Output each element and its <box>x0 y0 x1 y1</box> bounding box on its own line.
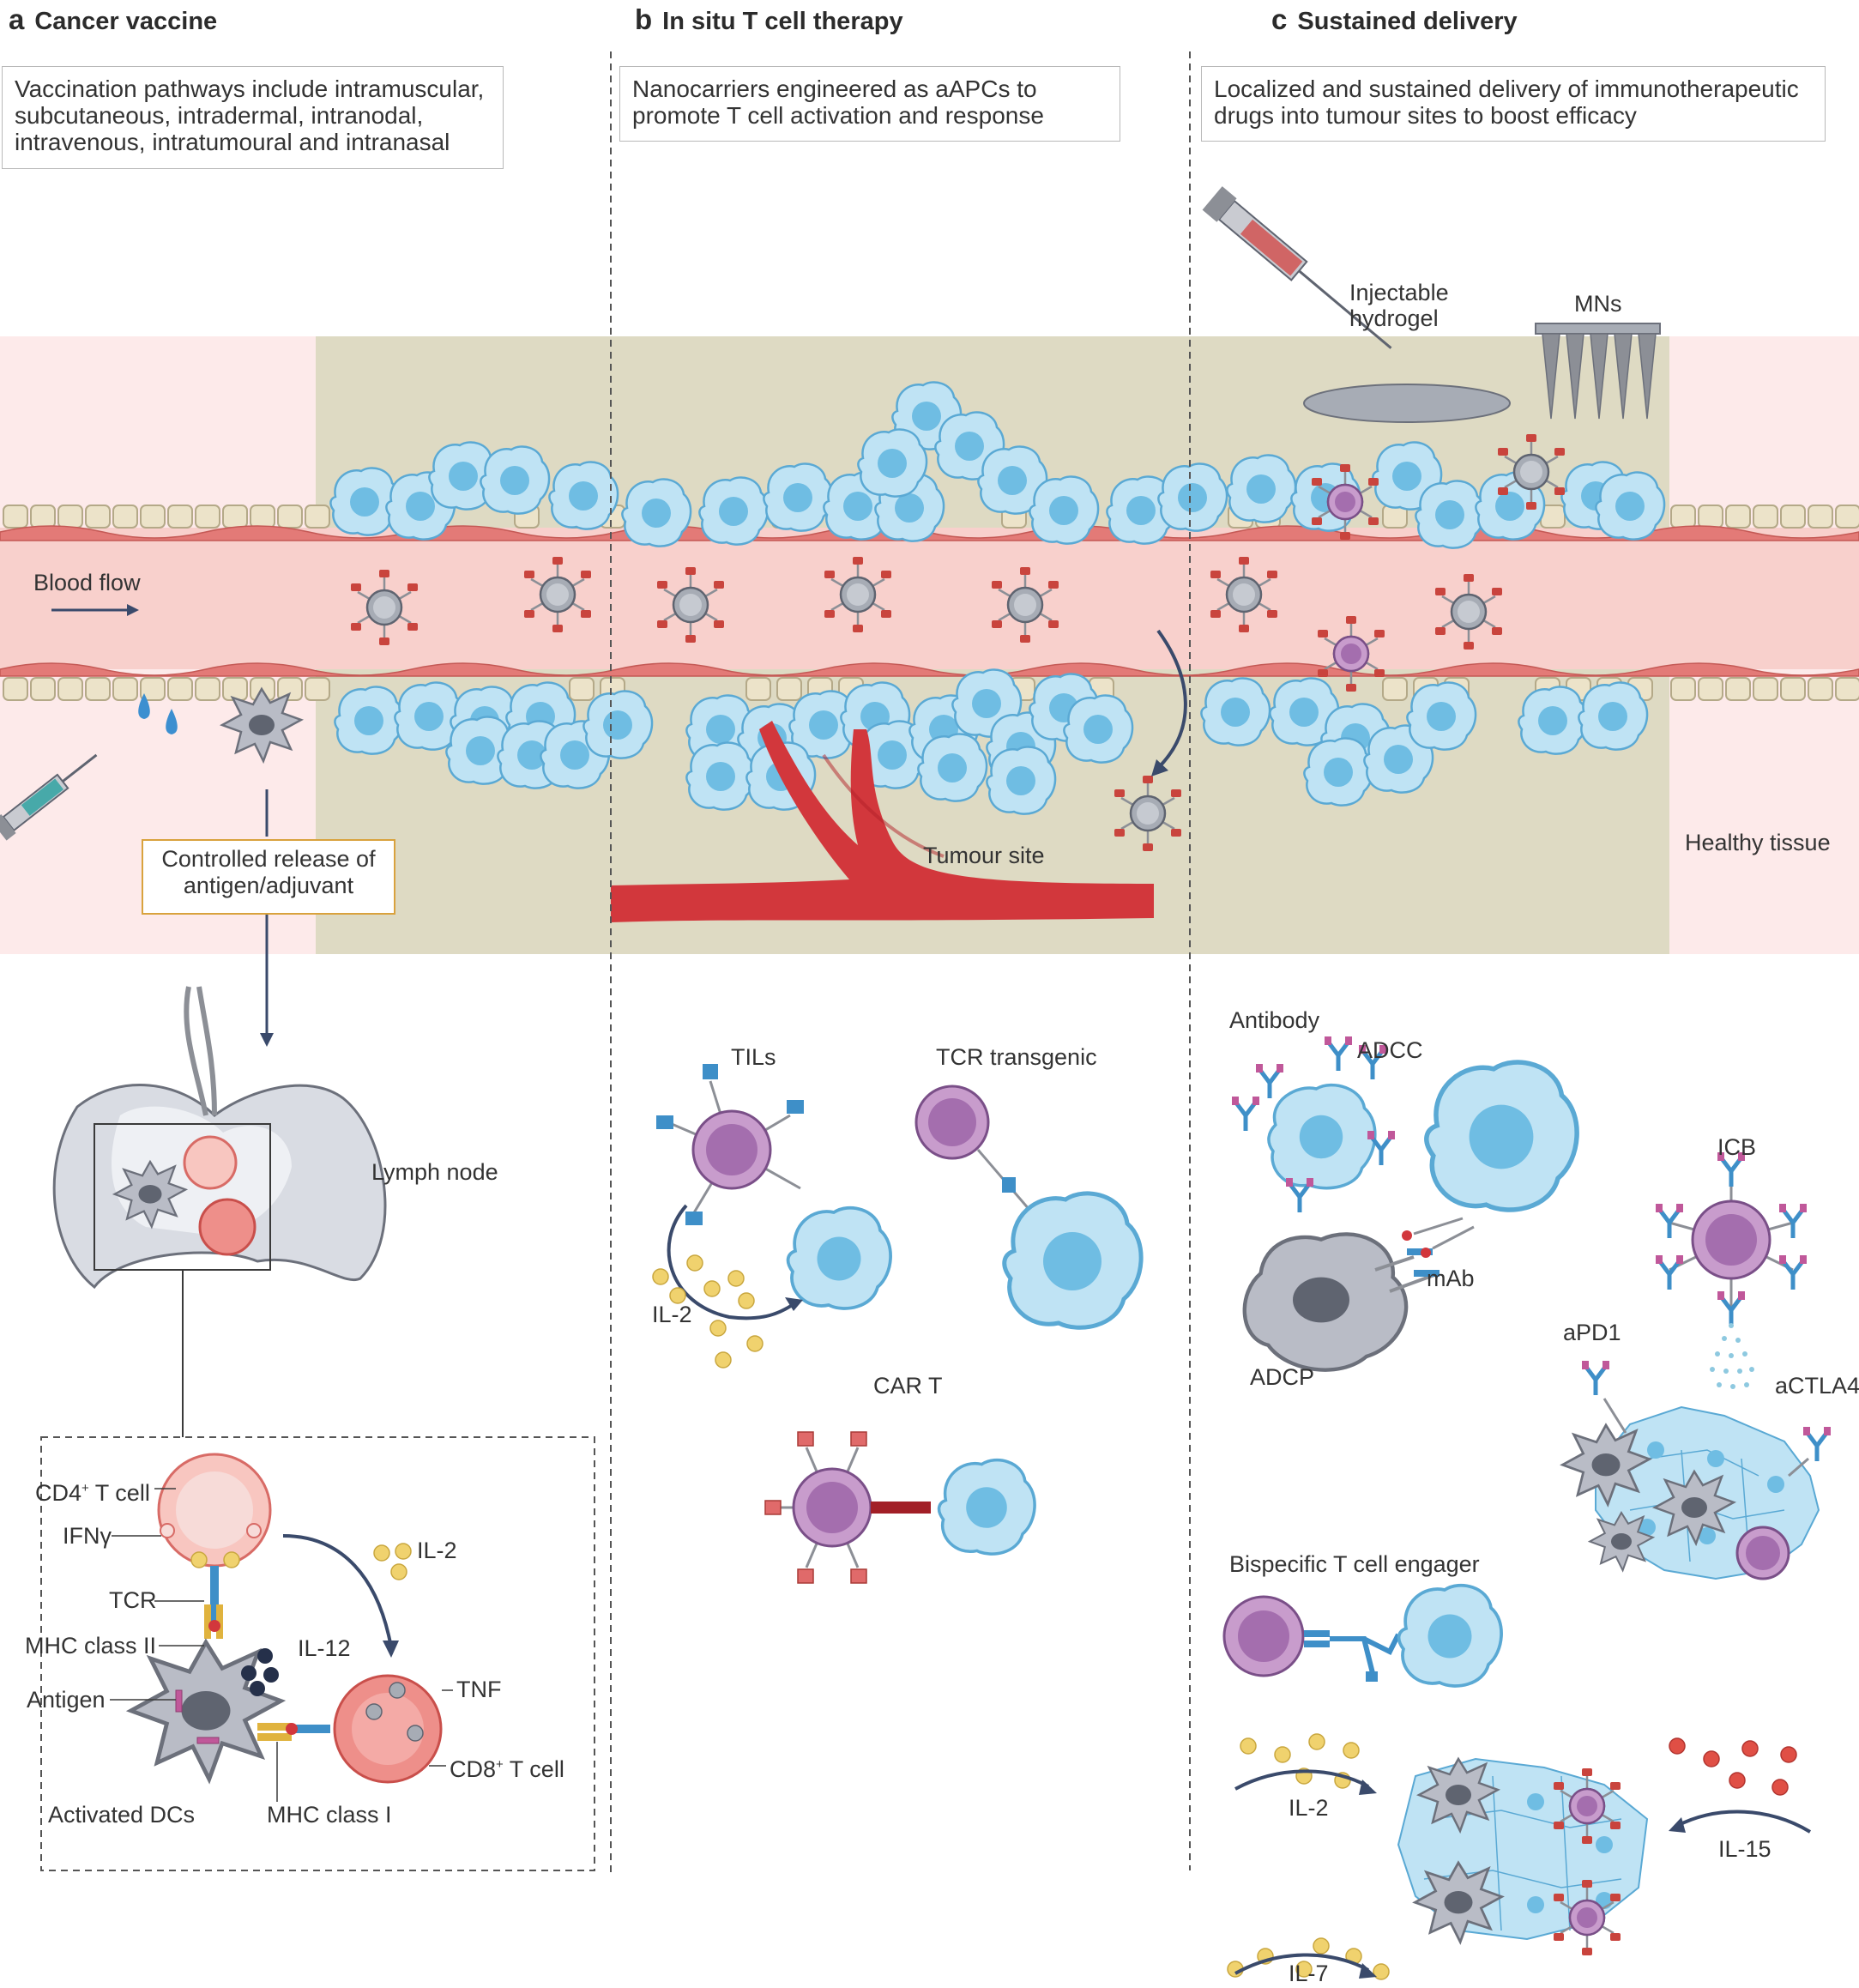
il12-label: IL-12 <box>298 1635 351 1661</box>
cd4-t-cell-label: CD4+ T cell <box>35 1476 150 1506</box>
apd1-label: aPD1 <box>1563 1320 1621 1345</box>
cd8-t-cell-label: CD8+ T cell <box>450 1752 564 1782</box>
mhc-class-i-label: MHC class I <box>267 1802 392 1828</box>
tils-label: TILs <box>731 1044 776 1070</box>
cd4-prefix: CD4 <box>35 1480 81 1506</box>
healthy-tissue-label: Healthy tissue <box>1685 830 1831 855</box>
lymph-node-label: Lymph node <box>371 1159 498 1185</box>
antigen-label: Antigen <box>27 1687 106 1713</box>
actla4-label: aCTLA4 <box>1775 1373 1859 1399</box>
il7-label: IL-7 <box>1289 1961 1329 1986</box>
car-t-label: CAR T <box>873 1373 943 1399</box>
activated-dcs-label: Activated DCs <box>48 1802 195 1828</box>
cd8-sup: + <box>496 1757 504 1772</box>
cd4-sup: + <box>81 1481 89 1496</box>
tnf-label: TNF <box>456 1677 501 1702</box>
panel-a-heading: a Cancer vaccine <box>9 3 217 36</box>
icb-label: ICB <box>1717 1134 1756 1160</box>
il2-label-b: IL-2 <box>652 1302 692 1327</box>
panel-b-description: Nanocarriers engineered as aAPCs to prom… <box>619 66 1120 142</box>
panel-c-letter: c <box>1271 3 1287 35</box>
injectable-hydrogel-label: Injectable hydrogel <box>1349 280 1478 331</box>
panel-a-title: Cancer vaccine <box>34 8 217 35</box>
panel-c-heading: c Sustained delivery <box>1271 3 1518 36</box>
panel-b-heading: b In situ T cell therapy <box>635 3 903 36</box>
cd8-suffix: T cell <box>504 1756 564 1782</box>
il15-label: IL-15 <box>1718 1836 1771 1862</box>
tcr-transgenic-label: TCR transgenic <box>936 1044 1097 1070</box>
panel-a-description: Vaccination pathways include intramuscul… <box>2 66 504 169</box>
il2-label-c: IL-2 <box>1289 1795 1329 1821</box>
panel-b-title: In situ T cell therapy <box>662 8 902 35</box>
tcr-label: TCR <box>109 1587 157 1613</box>
panel-b-letter: b <box>635 3 652 35</box>
mhc-class-ii-label: MHC class II <box>25 1633 156 1659</box>
controlled-release-box: Controlled release of antigen/adjuvant <box>142 839 395 915</box>
blood-flow-label: Blood flow <box>33 570 141 595</box>
bispecific-label: Bispecific T cell engager <box>1229 1551 1480 1577</box>
cd8-prefix: CD8 <box>450 1756 496 1782</box>
mns-label: MNs <box>1574 291 1622 317</box>
panel-a-letter: a <box>9 3 24 35</box>
ifng-label: IFNγ <box>63 1523 112 1549</box>
adcp-label: ADCP <box>1250 1364 1314 1390</box>
panel-c-description: Localized and sustained delivery of immu… <box>1201 66 1826 142</box>
adcc-label: ADCC <box>1357 1037 1423 1063</box>
cd4-suffix: T cell <box>89 1480 150 1506</box>
panel-c-title: Sustained delivery <box>1297 8 1517 35</box>
antibody-label: Antibody <box>1229 1007 1319 1033</box>
tumour-site-label: Tumour site <box>923 843 1045 868</box>
il2-label-a: IL-2 <box>417 1538 457 1563</box>
mab-label: mAb <box>1427 1266 1475 1291</box>
